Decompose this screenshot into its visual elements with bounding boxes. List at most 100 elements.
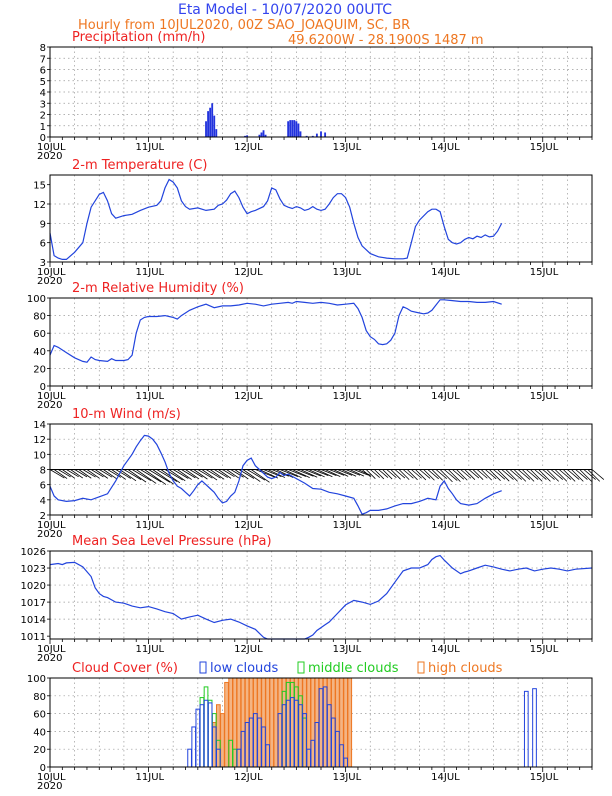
precip-bar [211,103,214,137]
legend-swatch [297,661,305,674]
wind-barb [439,469,453,483]
cloud-bar [269,677,275,768]
series-line [49,434,502,515]
cloud-bar [195,708,201,768]
panel-frame [49,423,593,516]
wind-barb [571,469,584,482]
wind-barb [374,469,385,480]
y-tick-label: 12 [33,200,46,211]
wind-barb [365,469,376,479]
legend-swatch [199,661,207,674]
wind-barb [476,469,488,479]
panel-title: Cloud Cover (%) [72,661,178,676]
precip-bar [215,129,218,137]
x-day-label: 12JUL [234,520,263,531]
wind-barb [423,469,435,481]
wind-barb [74,469,88,478]
series-line [49,178,503,260]
x-day-label: 14JUL [431,520,460,531]
wind-barb [345,469,361,476]
x-year-label: 2020 [37,151,62,162]
y-tick-label: 100 [27,674,46,685]
y-tick-label: 40 [33,347,46,358]
wind-barb [209,469,225,480]
x-day-label: 10JUL [37,772,66,783]
cloud-bar [347,677,353,768]
x-day-label: 15JUL [530,772,559,783]
y-tick-label: 100 [27,294,46,305]
wind-barb [448,469,461,482]
wind-barb [267,469,286,478]
wind-barb [493,469,506,480]
cloud-bar [257,677,262,768]
cloud-bar [211,722,217,768]
wind-barb [546,469,559,482]
wind-barb [337,469,353,476]
legend-swatch [417,661,425,674]
wind-barb [103,469,117,479]
precip-bar [213,115,216,137]
wind-barb [386,469,397,479]
panel-title: 10-m Wind (m/s) [72,407,181,422]
cloud-bar [240,677,246,768]
wind-barb [558,469,572,480]
wind-barb [127,469,147,483]
wind-barb [349,469,365,477]
x-year-label: 2020 [37,529,62,540]
precip-bar [207,111,210,137]
wind-barb [263,469,282,477]
precip-bar [287,121,290,137]
wind-barb [135,469,157,484]
wind-barb [554,469,568,482]
cloud-bar [199,704,205,768]
cloud-bar [261,677,266,768]
panel-5: Mean Sea Level Pressure (hPa) 1011 1014 101… [21,534,593,664]
wind-barb [66,469,79,478]
x-day-label: 15JUL [530,391,559,402]
y-tick-label: 4 [40,496,46,507]
wind-barb [534,469,547,480]
precip-bar [209,107,212,137]
wind-barb [230,469,244,478]
y-tick-label: 5 [40,77,46,88]
y-tick-label: 80 [33,312,46,323]
panel-title: 2-m Temperature (C) [72,158,207,173]
x-day-label: 14JUL [431,267,460,278]
wind-barb [304,469,322,477]
wind-barb [250,469,270,483]
wind-barb [246,469,266,481]
wind-barb [53,469,68,479]
wind-barb [587,469,601,482]
panel-3: 2-m Relative Humidity (%) 0 20 40 60 80 100 10J… [27,281,593,411]
wind-barb [148,469,171,483]
y-tick-label: 6 [40,239,46,250]
wind-barb [316,469,333,478]
wind-barb [94,469,109,479]
y-tick-label: 40 [33,727,46,738]
x-year-label: 2020 [37,400,62,411]
wind-barb [398,469,410,480]
wind-barb [489,469,501,481]
wind-barb [324,469,341,477]
cloud-bar [228,677,234,768]
cloud-bar [339,677,344,768]
x-day-label: 10JUL [37,267,66,278]
cloud-bar [277,677,283,768]
precip-bar [320,131,322,137]
wind-barb [526,469,539,480]
wind-barb [78,469,92,479]
y-tick-label: 1020 [21,581,46,592]
wind-barb [49,469,65,479]
wind-barb [562,469,576,482]
y-tick-label: 14 [33,420,46,431]
wind-barb [341,469,357,477]
x-day-label: 10JUL [37,520,66,531]
cloud-bar [322,677,328,768]
wind-barb [542,469,555,480]
y-tick-label: 15 [33,181,46,192]
wind-barb [521,469,535,482]
wind-barb [144,469,167,485]
wind-barb [435,469,447,479]
location-label: 49.6200W - 28.1900S 1487 m [288,33,484,48]
